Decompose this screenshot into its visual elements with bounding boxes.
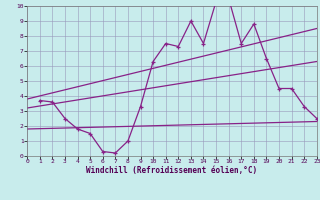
X-axis label: Windchill (Refroidissement éolien,°C): Windchill (Refroidissement éolien,°C) <box>86 166 258 175</box>
